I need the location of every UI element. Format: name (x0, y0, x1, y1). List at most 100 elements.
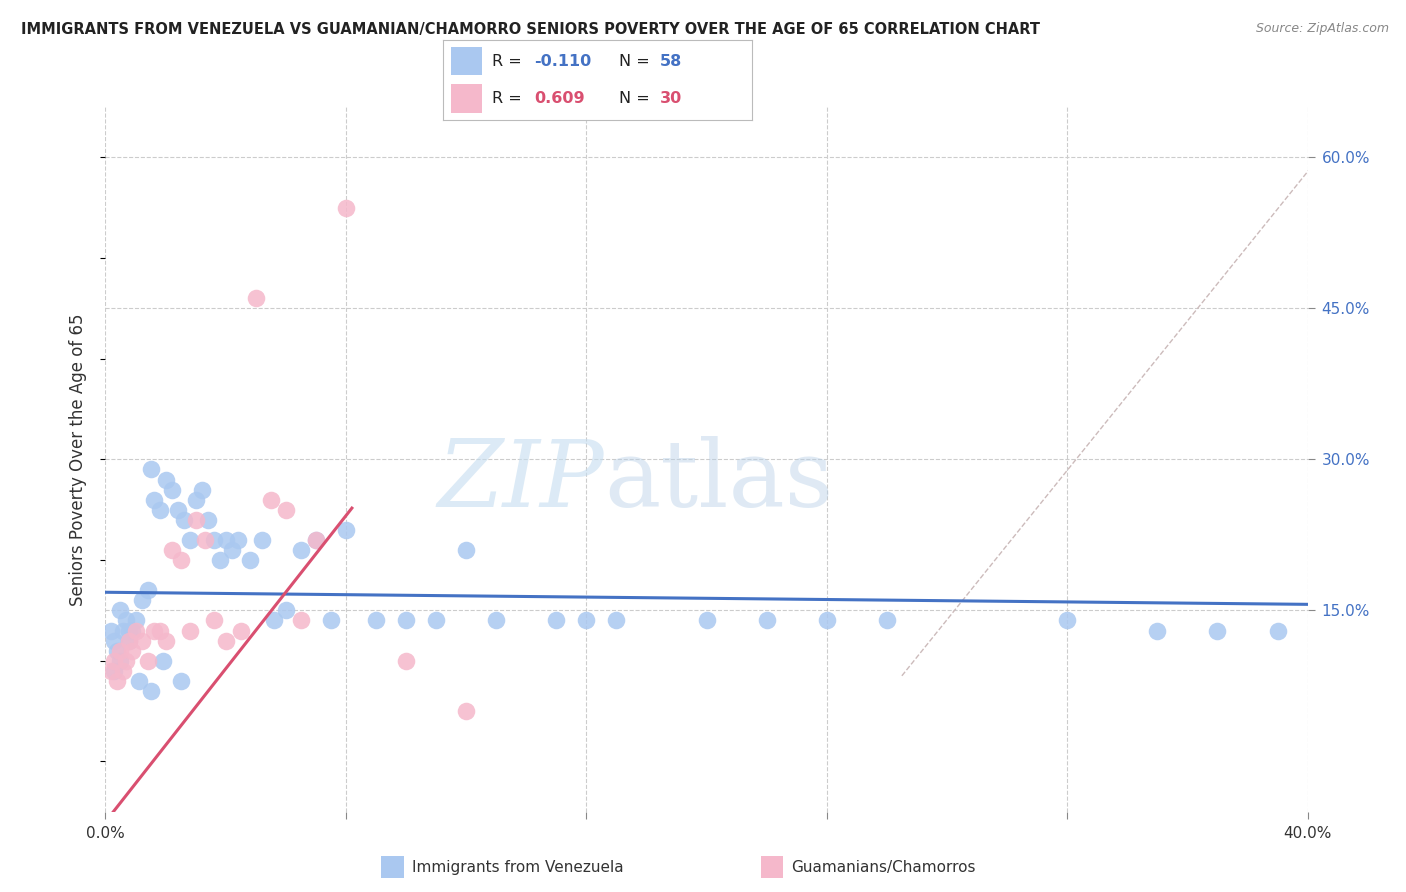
Point (115, 654, 138, 668)
Point (221, 543, 243, 558)
Point (100, 624, 122, 638)
Point (121, 643, 143, 657)
Point (575, 614, 598, 628)
Point (876, 614, 898, 628)
Text: 58: 58 (659, 54, 682, 69)
Point (107, 643, 129, 657)
Point (148, 624, 170, 638)
Text: R =: R = (492, 91, 527, 106)
Point (1267, 624, 1289, 638)
Point (335, 523, 357, 537)
Point (169, 673, 191, 688)
Point (118, 624, 141, 638)
Point (202, 533, 225, 547)
FancyBboxPatch shape (450, 85, 481, 113)
Point (202, 614, 225, 628)
Point (139, 462, 162, 476)
Point (395, 614, 418, 628)
Bar (761, 856, 783, 878)
Point (103, 633, 125, 648)
Point (605, 614, 627, 628)
Bar (381, 856, 404, 878)
Point (166, 502, 188, 516)
Point (485, 614, 508, 628)
Point (179, 533, 201, 547)
Point (214, 633, 236, 648)
Point (155, 473, 177, 487)
Point (128, 673, 150, 688)
Point (454, 543, 477, 558)
Point (110, 603, 132, 617)
Point (103, 654, 125, 668)
Point (755, 614, 778, 628)
Text: N =: N = (619, 54, 655, 69)
Point (160, 483, 183, 497)
Point (454, 704, 477, 718)
Point (190, 483, 212, 497)
Point (290, 543, 312, 558)
Y-axis label: Seniors Poverty Over the Age of 65: Seniors Poverty Over the Age of 65 (69, 313, 87, 606)
Text: 30: 30 (659, 91, 682, 106)
Point (142, 492, 165, 507)
Point (179, 624, 201, 638)
Point (169, 553, 191, 567)
Point (148, 502, 170, 516)
Point (815, 614, 838, 628)
Point (115, 614, 138, 628)
Text: N =: N = (619, 91, 655, 106)
Point (546, 614, 568, 628)
Point (136, 654, 159, 668)
Point (118, 633, 141, 648)
Text: -0.110: -0.110 (534, 54, 592, 69)
Point (124, 624, 146, 638)
Point (696, 614, 718, 628)
Point (139, 684, 162, 698)
Point (274, 603, 297, 617)
Point (290, 614, 312, 628)
Text: R =: R = (492, 54, 527, 69)
Point (131, 593, 153, 607)
Point (214, 533, 236, 547)
Point (194, 533, 217, 547)
Point (103, 664, 125, 678)
Point (239, 553, 262, 567)
Point (425, 614, 447, 628)
Point (100, 664, 122, 678)
Point (107, 673, 129, 688)
Point (136, 583, 159, 598)
Point (184, 513, 207, 527)
Point (1206, 624, 1229, 638)
FancyBboxPatch shape (450, 46, 481, 76)
Point (197, 513, 219, 527)
Point (335, 201, 357, 215)
Point (155, 633, 177, 648)
Point (319, 614, 342, 628)
Point (260, 492, 283, 507)
Point (121, 624, 143, 638)
Point (250, 533, 273, 547)
Point (112, 624, 135, 638)
Point (226, 533, 249, 547)
Point (229, 624, 252, 638)
Point (305, 533, 328, 547)
Point (142, 624, 165, 638)
Point (160, 543, 183, 558)
Text: ZIP: ZIP (437, 435, 605, 525)
Text: Immigrants from Venezuela: Immigrants from Venezuela (412, 860, 624, 874)
Text: Guamanians/Chamorros: Guamanians/Chamorros (792, 860, 976, 874)
Point (124, 614, 146, 628)
Point (263, 614, 285, 628)
Point (274, 502, 297, 516)
Point (1056, 614, 1078, 628)
Point (118, 633, 141, 648)
Point (1146, 624, 1168, 638)
Text: Source: ZipAtlas.com: Source: ZipAtlas.com (1256, 22, 1389, 36)
Text: atlas: atlas (605, 435, 834, 525)
Point (364, 614, 387, 628)
Point (184, 492, 207, 507)
Text: 0.609: 0.609 (534, 91, 585, 106)
Point (110, 654, 132, 668)
Point (112, 664, 135, 678)
Point (245, 291, 267, 305)
Point (131, 633, 153, 648)
